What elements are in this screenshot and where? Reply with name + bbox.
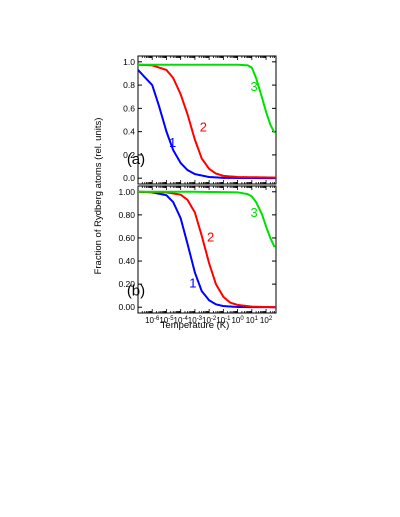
series-label-1: 1 <box>189 276 196 291</box>
series-line-3 <box>138 190 276 248</box>
y-tick-label: 0.00 <box>118 302 135 312</box>
y-tick-label: 0.8 <box>123 80 135 90</box>
x-tick-label: 10-1 <box>216 316 231 325</box>
y-tick-label: 0.4 <box>123 127 135 137</box>
series-line-3 <box>138 63 276 134</box>
panel-b: 0.00 0.20 0.40 0.60 0.80 1.00 10-6 10-5 10-4 10-3… <box>118 185 277 325</box>
x-tick-label: 10-5 <box>159 316 174 325</box>
series-label-3: 3 <box>250 205 257 220</box>
y-tick-label: 0.6 <box>123 103 135 113</box>
y-tick-label: 0.80 <box>118 210 135 220</box>
y-axis-label: Fraction of Rydberg atoms (rel. units) <box>93 118 104 275</box>
panel-label: (b) <box>127 283 145 300</box>
series-line-1 <box>138 190 276 309</box>
series-line-1 <box>138 69 276 180</box>
y-tick-label: 0.40 <box>118 256 135 266</box>
x-tick-label: 101 <box>246 316 259 325</box>
series-line-2 <box>138 63 276 179</box>
y-tick-label: 0.2 <box>123 150 135 160</box>
x-tick-label: 10-6 <box>145 316 160 325</box>
x-tick-label: 10-3 <box>188 316 203 325</box>
panel-label: (a) <box>127 151 145 168</box>
y-tick-label: 0.20 <box>118 279 135 289</box>
panel-a: 0.0 0.2 0.4 0.6 0.8 1.0 1 2 3 (a) <box>123 55 277 185</box>
series-label-3: 3 <box>250 79 257 94</box>
x-axis-label: Temperature (K) <box>161 320 230 331</box>
x-tick-label: 10-2 <box>202 316 217 325</box>
series-label-1: 1 <box>169 135 176 150</box>
y-tick-label: 1.00 <box>118 187 135 197</box>
x-tick-label: 102 <box>260 316 273 325</box>
series-line-2 <box>138 190 276 309</box>
x-tick-label: 100 <box>231 316 244 325</box>
y-tick-label: 0.60 <box>118 233 135 243</box>
series-label-2: 2 <box>207 229 214 244</box>
series-label-2: 2 <box>200 120 207 135</box>
y-tick-label: 0.0 <box>123 173 135 183</box>
y-tick-label: 1.0 <box>123 57 135 67</box>
x-tick-label: 10-4 <box>174 316 189 325</box>
